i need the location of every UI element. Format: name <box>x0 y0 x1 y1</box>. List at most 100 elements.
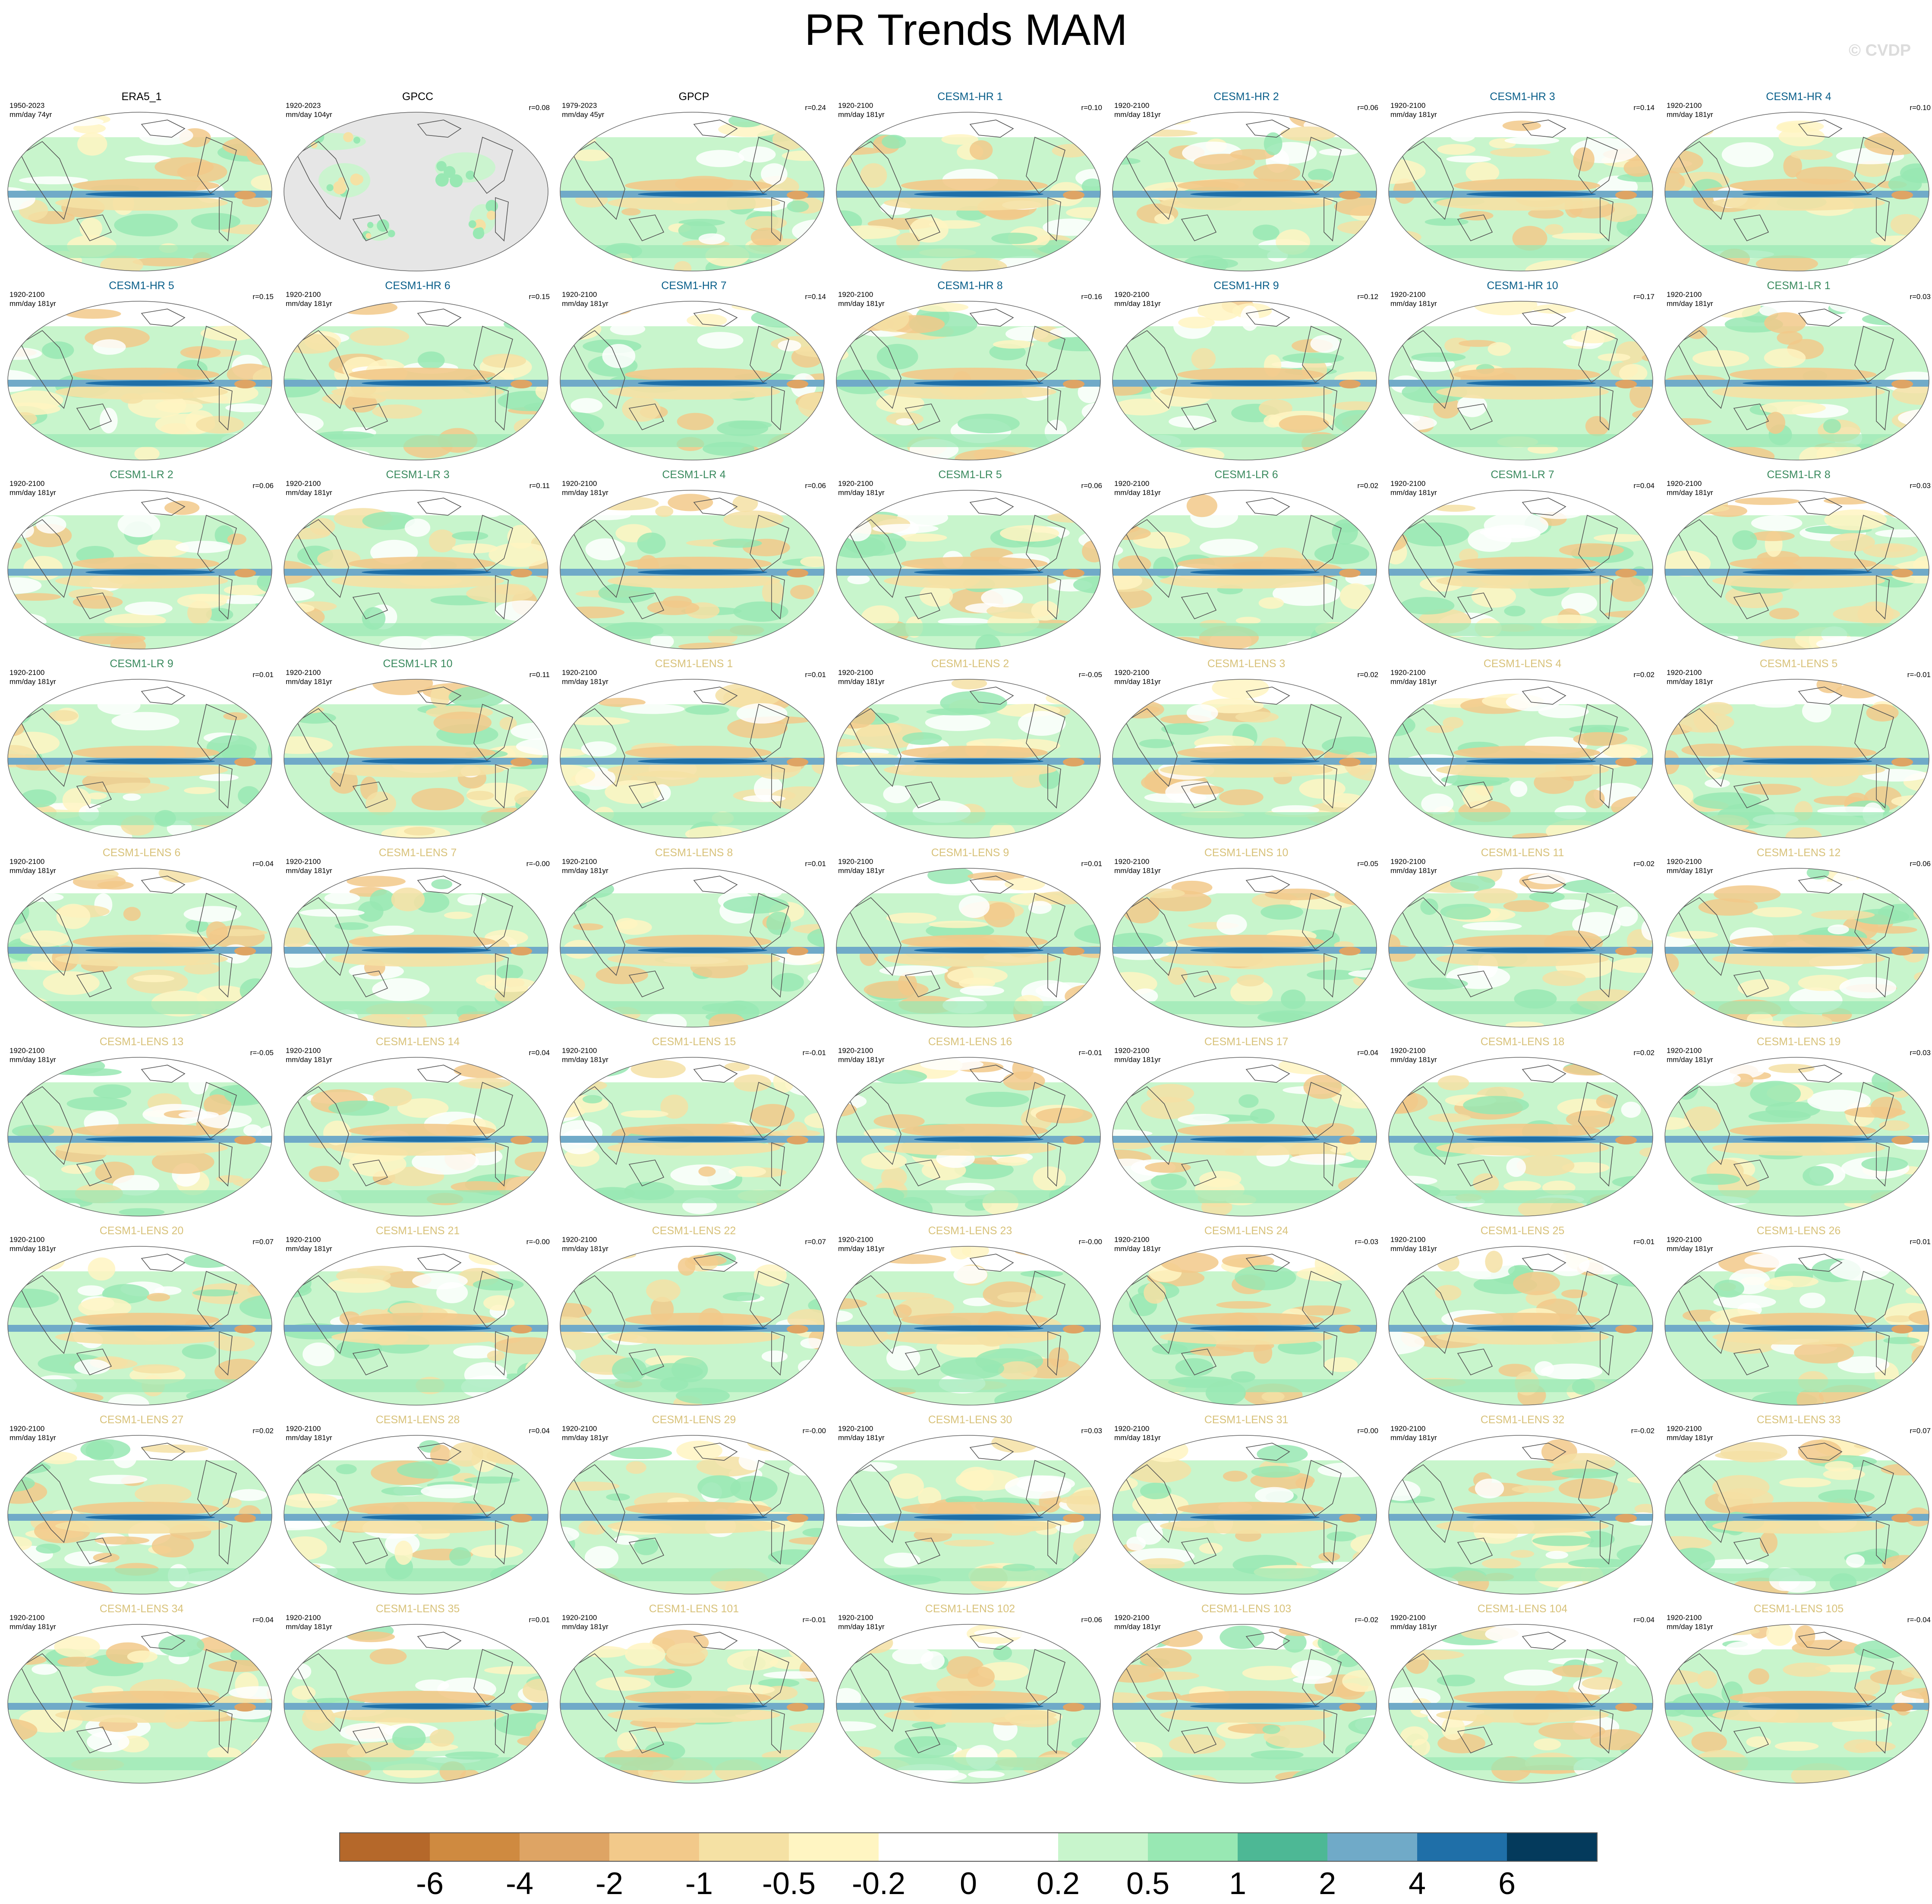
panel-period: 1920-2100 <box>1667 101 1702 110</box>
trend-map <box>1664 679 1929 839</box>
panel-period: 1920-2100 <box>1667 1614 1702 1622</box>
panel-period: 1920-2100 <box>838 1236 873 1244</box>
panel-correlation: r=0.06 <box>805 482 826 490</box>
panel-period: 1920-2100 <box>286 290 321 299</box>
panel-units: mm/day 181yr <box>1390 1056 1437 1064</box>
map-panel: CESM1-LENS 5 1920-2100 mm/day 181yr r=-0.01 <box>1661 657 1932 845</box>
panel-title: CESM1-LENS 14 <box>375 1036 460 1048</box>
map-panel: CESM1-LENS 1 1920-2100 mm/day 181yr r=0.01 <box>556 657 832 845</box>
trend-map <box>7 1624 272 1784</box>
trend-map <box>1388 1624 1653 1784</box>
panel-correlation: r=0.14 <box>805 293 826 301</box>
panel-units: mm/day 181yr <box>838 1623 885 1631</box>
panel-period: 1920-2100 <box>838 290 873 299</box>
panel-title: CESM1-LENS 27 <box>99 1414 184 1426</box>
trend-map <box>284 490 548 649</box>
panel-correlation: r=0.02 <box>1357 671 1378 679</box>
panel-correlation: r=0.07 <box>252 1238 274 1246</box>
map-panel: CESM1-LENS 26 1920-2100 mm/day 181yr r=0.01 <box>1661 1224 1932 1412</box>
colorbar-swatch <box>1058 1833 1148 1861</box>
panel-title: CESM1-LENS 32 <box>1480 1414 1565 1426</box>
panel-period: 1920-2100 <box>1390 290 1426 299</box>
watermark: © CVDP <box>1849 41 1911 60</box>
panel-units: mm/day 181yr <box>1114 110 1161 119</box>
panel-period: 1920-2100 <box>1667 1236 1702 1244</box>
panel-period: 1920-2100 <box>286 1425 321 1433</box>
panel-title: CESM1-LENS 30 <box>928 1414 1012 1426</box>
map-panel: CESM1-LENS 27 1920-2100 mm/day 181yr r=0.02 <box>3 1413 280 1601</box>
panel-period: 1920-2100 <box>9 1425 45 1433</box>
panel-correlation: r=0.12 <box>1357 293 1378 301</box>
panel-period: 1920-2100 <box>286 1614 321 1622</box>
trend-map <box>836 1246 1101 1406</box>
map-panel: CESM1-HR 2 1920-2100 mm/day 181yr r=0.06 <box>1108 90 1384 278</box>
panel-correlation: r=0.01 <box>1081 860 1102 868</box>
colorbar-tick-label: 0.5 <box>1126 1866 1170 1901</box>
panel-correlation: r=0.15 <box>529 293 550 301</box>
panel-units: mm/day 181yr <box>9 299 56 308</box>
trend-map <box>1388 1246 1653 1406</box>
panel-period: 1920-2100 <box>1667 1047 1702 1055</box>
map-panel: GPCC 1920-2023 mm/day 104yr r=0.08 <box>280 90 556 278</box>
panel-units: mm/day 181yr <box>562 1434 608 1442</box>
panel-correlation: r=0.01 <box>529 1616 550 1624</box>
panel-units: mm/day 181yr <box>838 1056 885 1064</box>
panel-period: 1920-2100 <box>1667 668 1702 677</box>
panel-period: 1920-2100 <box>562 857 597 866</box>
map-panel: CESM1-LR 9 1920-2100 mm/day 181yr r=0.01 <box>3 657 280 845</box>
panel-title: CESM1-LENS 103 <box>1201 1603 1292 1615</box>
panel-correlation: r=-0.02 <box>1631 1427 1655 1435</box>
panel-units: mm/day 181yr <box>9 489 56 497</box>
trend-map <box>1112 679 1377 839</box>
panel-title: ERA5_1 <box>121 91 162 103</box>
map-panel: CESM1-LENS 20 1920-2100 mm/day 181yr r=0.07 <box>3 1224 280 1412</box>
panel-period: 1920-2100 <box>838 1425 873 1433</box>
panel-title: CESM1-LR 9 <box>110 658 173 670</box>
panel-units: mm/day 181yr <box>1667 299 1713 308</box>
panel-period: 1920-2100 <box>562 1614 597 1622</box>
panel-units: mm/day 181yr <box>286 867 332 875</box>
panel-units: mm/day 181yr <box>562 299 608 308</box>
colorbar-swatch <box>1417 1833 1507 1861</box>
trend-map <box>1664 301 1929 460</box>
panel-correlation: r=0.01 <box>805 671 826 679</box>
panel-units: mm/day 181yr <box>1114 1056 1161 1064</box>
colorbar-swatch <box>699 1833 789 1861</box>
panel-period: 1920-2100 <box>1114 1047 1150 1055</box>
panel-correlation: r=0.02 <box>1633 860 1655 868</box>
trend-map <box>1112 1624 1377 1784</box>
panel-correlation: r=0.16 <box>1081 293 1102 301</box>
map-panel: CESM1-LENS 25 1920-2100 mm/day 181yr r=0.01 <box>1384 1224 1661 1412</box>
panel-period: 1920-2100 <box>286 1236 321 1244</box>
panel-title: CESM1-LENS 20 <box>99 1225 184 1237</box>
trend-map <box>836 1057 1101 1217</box>
map-panel: CESM1-LENS 17 1920-2100 mm/day 181yr r=0.04 <box>1108 1035 1384 1223</box>
map-panel: CESM1-LENS 12 1920-2100 mm/day 181yr r=0.06 <box>1661 846 1932 1034</box>
panel-period: 1920-2100 <box>838 668 873 677</box>
map-panel: CESM1-LENS 105 1920-2100 mm/day 181yr r=-0.… <box>1661 1602 1932 1790</box>
trend-map <box>560 868 825 1028</box>
panel-units: mm/day 181yr <box>286 678 332 686</box>
panel-period: 1920-2100 <box>286 857 321 866</box>
panel-title: CESM1-LENS 105 <box>1753 1603 1844 1615</box>
trend-map <box>1664 1057 1929 1217</box>
panel-units: mm/day 181yr <box>838 1434 885 1442</box>
panel-units: mm/day 74yr <box>9 110 52 119</box>
panel-title: CESM1-LENS 10 <box>1204 847 1289 859</box>
panel-title: CESM1-LENS 2 <box>931 658 1009 670</box>
map-panel: CESM1-LR 2 1920-2100 mm/day 181yr r=0.06 <box>3 468 280 656</box>
trend-map <box>560 1246 825 1406</box>
colorbar-tick-label: -4 <box>505 1866 534 1901</box>
map-panel: CESM1-HR 3 1920-2100 mm/day 181yr r=0.14 <box>1384 90 1661 278</box>
panel-correlation: r=-0.00 <box>802 1427 826 1435</box>
panel-correlation: r=0.07 <box>805 1238 826 1246</box>
panel-units: mm/day 181yr <box>1667 110 1713 119</box>
panel-units: mm/day 181yr <box>286 299 332 308</box>
panel-correlation: r=0.01 <box>805 860 826 868</box>
panel-correlation: r=0.01 <box>1910 1238 1931 1246</box>
panel-period: 1920-2100 <box>838 1614 873 1622</box>
panel-title: CESM1-LENS 19 <box>1756 1036 1841 1048</box>
page-title: PR Trends MAM <box>804 5 1128 54</box>
panel-units: mm/day 181yr <box>838 1245 885 1253</box>
panel-period: 1920-2100 <box>1114 668 1150 677</box>
